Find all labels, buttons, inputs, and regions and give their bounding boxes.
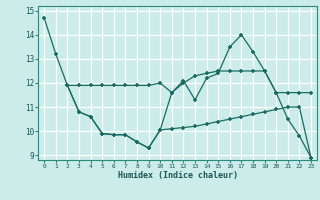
X-axis label: Humidex (Indice chaleur): Humidex (Indice chaleur) — [118, 171, 238, 180]
